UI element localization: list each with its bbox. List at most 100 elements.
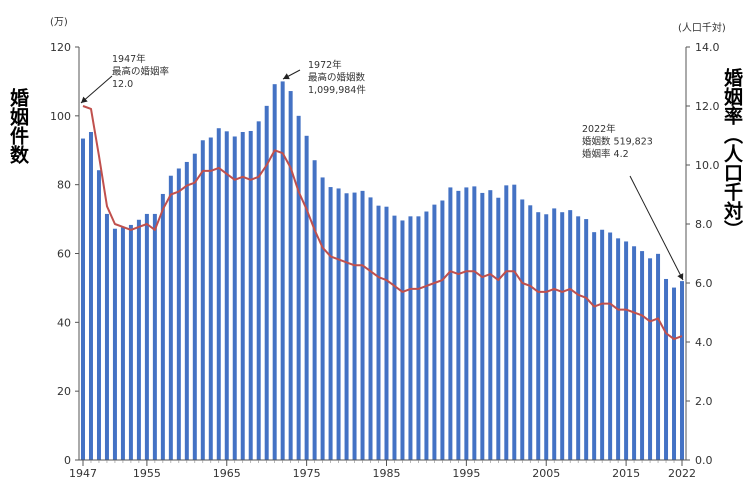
x-tick-label: 2015 bbox=[612, 467, 640, 480]
bar-1968 bbox=[248, 130, 253, 460]
bar-1992 bbox=[440, 200, 445, 460]
bar-1984 bbox=[376, 205, 381, 460]
bar-2009 bbox=[576, 216, 581, 460]
bar-1995 bbox=[464, 187, 469, 461]
bar-1963 bbox=[208, 137, 213, 460]
arrowhead-icon bbox=[81, 96, 88, 103]
bar-1948 bbox=[88, 132, 93, 461]
annotation-text-1972: 1,099,984件 bbox=[308, 84, 366, 96]
bar-1975 bbox=[304, 135, 309, 461]
bar-2008 bbox=[568, 210, 573, 460]
bar-1987 bbox=[400, 220, 405, 460]
left-axis-label: 婚姻件数 bbox=[7, 88, 29, 164]
bar-1961 bbox=[192, 153, 197, 461]
left-tick-label: 100 bbox=[50, 110, 71, 123]
bar-2000 bbox=[504, 185, 509, 461]
left-tick-label: 40 bbox=[57, 316, 71, 329]
bar-1966 bbox=[232, 136, 237, 460]
bar-1974 bbox=[296, 115, 301, 460]
bar-1977 bbox=[320, 177, 325, 461]
bar-2022 bbox=[680, 281, 685, 460]
bar-1993 bbox=[448, 187, 453, 461]
bar-1954 bbox=[136, 219, 141, 460]
bar-1956 bbox=[152, 213, 157, 460]
annotation-text-1972: 1972年 bbox=[308, 59, 342, 71]
bar-1964 bbox=[216, 128, 221, 460]
bar-2013 bbox=[608, 232, 613, 460]
bar-1996 bbox=[472, 186, 477, 460]
bar-1955 bbox=[144, 213, 149, 460]
left-tick-label: 60 bbox=[57, 248, 71, 261]
bar-1973 bbox=[288, 91, 293, 460]
bar-2017 bbox=[640, 251, 645, 460]
bar-1989 bbox=[416, 216, 421, 460]
bar-1969 bbox=[256, 121, 261, 460]
bar-1976 bbox=[312, 160, 317, 460]
bar-1959 bbox=[176, 168, 181, 460]
bar-1962 bbox=[200, 140, 205, 460]
bar-1980 bbox=[344, 193, 349, 461]
bar-1988 bbox=[408, 216, 413, 460]
bar-1958 bbox=[168, 175, 173, 461]
bar-2014 bbox=[616, 238, 621, 460]
bar-2020 bbox=[664, 278, 669, 460]
bar-2005 bbox=[544, 214, 549, 460]
bar-1952 bbox=[120, 227, 125, 460]
annotation-text-2022: 婚姻数 519,823 bbox=[582, 136, 653, 148]
bar-1970 bbox=[264, 105, 269, 460]
bar-1957 bbox=[160, 193, 165, 460]
bar-1947 bbox=[80, 138, 85, 460]
bar-1972 bbox=[280, 81, 285, 461]
annotation-text-2022: 婚姻率 4.2 bbox=[582, 148, 629, 160]
axes-layer: 0 20 40 60 80 100 120 0.0 2.0 4.0 6.0 8.0 10.0 12.0 14… bbox=[50, 41, 720, 480]
bar-1979 bbox=[336, 188, 341, 460]
left-axis-unit: (万) bbox=[50, 17, 68, 28]
bar-2002 bbox=[520, 199, 525, 461]
bar-1953 bbox=[128, 224, 133, 460]
arrowhead-icon bbox=[677, 273, 684, 280]
bar-1982 bbox=[360, 190, 365, 460]
left-tick-label: 80 bbox=[57, 179, 71, 192]
bar-1998 bbox=[488, 190, 493, 460]
left-tick-label: 0 bbox=[64, 454, 71, 467]
bar-1990 bbox=[424, 211, 429, 460]
annotation-arrow-1947 bbox=[80, 75, 113, 104]
bar-1950 bbox=[104, 213, 109, 460]
bar-1991 bbox=[432, 204, 437, 460]
bar-1997 bbox=[480, 192, 485, 460]
marriage-rate-line bbox=[82, 105, 683, 341]
bar-2021 bbox=[672, 287, 677, 460]
right-tick-label: 0.0 bbox=[695, 454, 713, 467]
x-tick-label: 1995 bbox=[452, 467, 480, 480]
x-tick-label: 2022 bbox=[668, 467, 696, 480]
bar-2007 bbox=[560, 212, 565, 460]
x-tick-label: 1955 bbox=[133, 467, 161, 480]
bar-2006 bbox=[552, 208, 557, 460]
annotation-text-1947: 12.0 bbox=[112, 79, 133, 90]
right-axis-label: 婚姻率（人口千対） bbox=[721, 68, 743, 239]
bar-2003 bbox=[528, 205, 533, 460]
right-tick-label: 2.0 bbox=[695, 395, 713, 408]
arrowhead-icon bbox=[283, 73, 290, 80]
bar-1999 bbox=[496, 197, 501, 460]
right-tick-label: 14.0 bbox=[695, 41, 720, 54]
x-tick-label: 1965 bbox=[213, 467, 241, 480]
bar-2018 bbox=[648, 258, 653, 460]
annotation-text-1947: 最高の婚姻率 bbox=[112, 66, 170, 78]
bar-2015 bbox=[624, 241, 629, 460]
line-series-layer bbox=[82, 105, 683, 341]
right-tick-label: 6.0 bbox=[695, 277, 713, 290]
bar-1985 bbox=[384, 206, 389, 460]
bar-1978 bbox=[328, 187, 333, 460]
left-tick-label: 120 bbox=[50, 41, 71, 54]
bar-1981 bbox=[352, 192, 357, 460]
bar-2012 bbox=[600, 229, 605, 460]
right-axis-unit: (人口千対) bbox=[678, 21, 726, 34]
bar-2016 bbox=[632, 246, 637, 460]
bar-2010 bbox=[584, 219, 589, 460]
bar-2019 bbox=[656, 253, 661, 460]
